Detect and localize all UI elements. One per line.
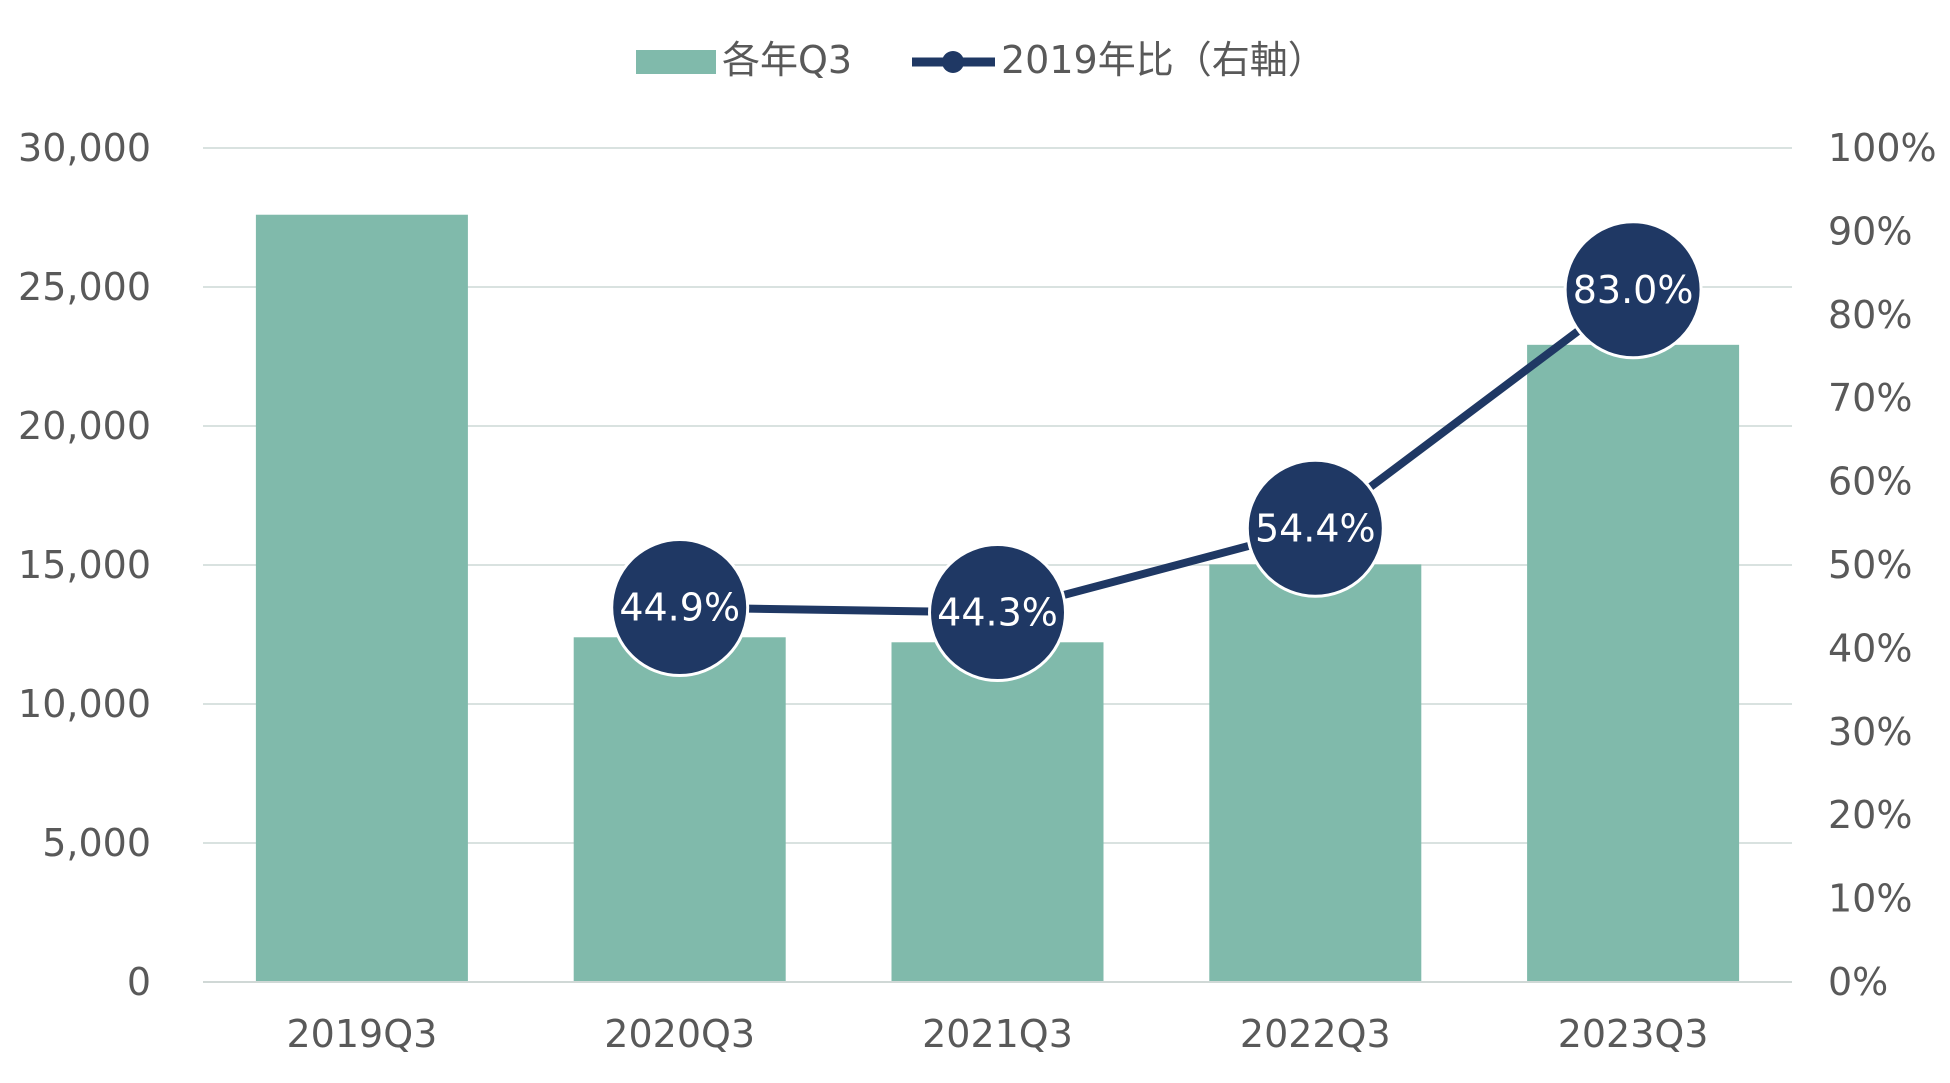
data-label-2023q3: 83.0% bbox=[1573, 268, 1694, 312]
data-label-2021q3: 44.3% bbox=[937, 591, 1058, 635]
bar-2019q3 bbox=[255, 214, 468, 983]
right-axis-tick-label: 0% bbox=[1828, 960, 1888, 1004]
right-axis-tick-label: 50% bbox=[1828, 543, 1912, 587]
x-axis-tick-label: 2019Q3 bbox=[287, 1012, 438, 1056]
left-axis-ticks: 0 5,000 10,000 15,000 20,000 25,000 30,000 bbox=[18, 126, 151, 1004]
right-axis-tick-label: 90% bbox=[1828, 209, 1912, 253]
left-axis-tick-label: 10,000 bbox=[18, 682, 151, 726]
right-axis-tick-label: 80% bbox=[1828, 293, 1912, 337]
line-series: 44.9% 44.3% 54.4% 83.0% bbox=[610, 220, 1703, 683]
bar-series bbox=[255, 214, 1740, 983]
right-axis-ticks: 0% 10% 20% 30% 40% 50% 60% 70% 80% 90% 100% bbox=[1828, 126, 1937, 1004]
line-marker-2020q3 bbox=[610, 538, 750, 678]
right-axis-tick-label: 40% bbox=[1828, 626, 1912, 670]
line-marker-2021q3 bbox=[928, 543, 1067, 683]
legend: 各年Q3 2019年比（右軸） bbox=[636, 38, 1326, 82]
x-axis-tick-label: 2021Q3 bbox=[922, 1012, 1073, 1056]
right-axis-tick-label: 100% bbox=[1828, 126, 1937, 170]
left-axis-tick-label: 5,000 bbox=[42, 821, 151, 865]
data-label-2022q3: 54.4% bbox=[1255, 506, 1376, 550]
line-path bbox=[679, 286, 1636, 617]
left-axis-tick-label: 15,000 bbox=[18, 543, 151, 587]
right-axis-tick-label: 70% bbox=[1828, 376, 1912, 420]
x-axis-ticks: 2019Q3 2020Q3 2021Q3 2022Q3 2023Q3 bbox=[287, 1012, 1709, 1056]
left-axis-tick-label: 0 bbox=[127, 960, 151, 1004]
right-axis-tick-label: 20% bbox=[1828, 793, 1912, 837]
legend-label-line: 2019年比（右軸） bbox=[1001, 38, 1326, 82]
bar-2020q3 bbox=[573, 637, 786, 982]
left-axis-tick-label: 30,000 bbox=[18, 126, 151, 170]
legend-swatch-marker bbox=[942, 51, 964, 73]
legend-swatch-bars bbox=[636, 50, 716, 74]
right-axis-tick-label: 30% bbox=[1828, 710, 1912, 754]
line-marker-2022q3 bbox=[1245, 458, 1385, 598]
x-axis-tick-label: 2022Q3 bbox=[1240, 1012, 1391, 1056]
x-axis-tick-label: 2023Q3 bbox=[1558, 1012, 1709, 1056]
right-axis-tick-label: 60% bbox=[1828, 460, 1912, 504]
legend-label-bars: 各年Q3 bbox=[722, 38, 852, 82]
left-axis-tick-label: 20,000 bbox=[18, 404, 151, 448]
left-axis-tick-label: 25,000 bbox=[18, 265, 151, 309]
right-axis-tick-label: 10% bbox=[1828, 877, 1912, 921]
data-label-2020q3: 44.9% bbox=[619, 586, 740, 630]
bar-2022q3 bbox=[1209, 564, 1422, 982]
bar-2023q3 bbox=[1527, 344, 1740, 983]
bar-2021q3 bbox=[891, 642, 1104, 982]
line-marker-2023q3 bbox=[1563, 220, 1703, 360]
x-axis-tick-label: 2020Q3 bbox=[604, 1012, 755, 1056]
